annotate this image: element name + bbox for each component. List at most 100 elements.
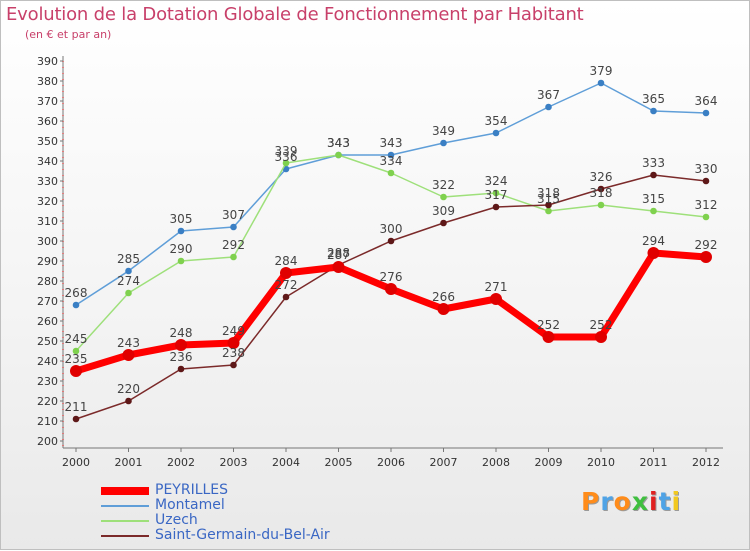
y-tick-label: 380 [37,75,58,88]
x-tick-label: 2009 [535,456,563,469]
data-label: 322 [432,178,455,192]
data-point [175,339,187,351]
y-tick-label: 260 [37,315,58,328]
data-label: 284 [275,254,298,268]
y-tick-label: 240 [37,355,58,368]
data-label: 243 [117,336,140,350]
data-point [125,397,132,405]
data-point [227,337,240,349]
y-tick-label: 250 [37,335,58,348]
data-point [702,109,710,117]
data-label: 318 [590,186,613,200]
data-point [597,79,605,87]
data-label: 312 [695,198,718,212]
data-label: 292 [695,238,718,252]
x-tick-label: 2002 [167,456,195,469]
logo-letter: i [671,487,682,516]
data-point [122,349,135,361]
data-point [492,189,500,197]
data-label: 365 [642,92,665,106]
data-label: 305 [170,212,193,226]
data-label: 349 [432,124,455,138]
data-label: 330 [695,162,718,176]
logo-letter: r [600,487,614,516]
y-tick-label: 330 [37,175,58,188]
data-label: 367 [537,88,560,102]
data-point [542,331,555,343]
legend-label: PEYRILLES [155,482,229,498]
data-label: 294 [642,234,665,248]
x-tick-label: 2012 [692,456,720,469]
data-point [72,415,80,423]
data-point [702,177,710,185]
legend-swatch [101,505,149,507]
data-label: 271 [485,280,508,294]
data-label: 290 [170,242,193,256]
data-label: 274 [117,274,140,288]
x-tick-label: 2005 [325,456,353,469]
data-point [387,151,395,159]
data-point [440,139,447,147]
data-label: 288 [327,246,350,260]
data-label: 252 [590,318,613,332]
x-tick-label: 2011 [640,456,668,469]
data-label: 318 [537,186,560,200]
data-point [545,103,552,111]
x-tick-label: 2000 [62,456,90,469]
data-point [647,247,660,259]
data-label: 268 [65,286,88,300]
proxiti-logo: Proxiti [581,487,681,516]
y-tick-label: 230 [37,375,58,388]
data-label: 315 [537,192,560,206]
data-label: 317 [485,188,508,202]
chart-subtitle: (en € et par an) [25,28,112,41]
y-tick-label: 320 [37,195,58,208]
data-point [177,257,185,265]
data-label: 354 [485,114,508,128]
data-label: 324 [485,174,508,188]
data-label: 343 [327,136,350,150]
data-point [440,193,447,201]
y-tick-label: 350 [37,135,58,148]
data-point [702,213,710,221]
x-tick-label: 2001 [115,456,143,469]
y-tick-label: 370 [37,95,58,108]
data-label: 272 [275,278,298,292]
data-label: 315 [642,192,665,206]
data-point [597,185,605,193]
data-point [125,267,132,275]
chart-title: Evolution de la Dotation Globale de Fonc… [6,4,584,25]
y-tick-label: 390 [37,55,58,68]
logo-letter: o [613,487,632,516]
data-label: 252 [537,318,560,332]
data-point [650,207,657,215]
data-point [440,219,447,227]
data-point [595,331,607,343]
y-tick-label: 220 [37,395,58,408]
data-point [335,151,342,159]
x-tick-label: 2003 [220,456,248,469]
logo-letter: i [649,487,659,516]
data-point [282,293,290,301]
data-point [387,237,395,245]
x-tick-label: 2004 [272,456,300,469]
data-label: 364 [695,94,718,108]
data-label: 276 [380,270,403,284]
data-label: 300 [380,222,403,236]
data-point [332,261,345,273]
data-label: 343 [327,136,350,150]
data-point [437,303,450,315]
x-tick-label: 2006 [377,456,405,469]
data-label: 245 [65,332,88,346]
data-point [177,227,185,235]
y-tick-label: 340 [37,155,58,168]
data-label: 287 [327,248,350,262]
data-label: 292 [222,238,245,252]
data-point [72,301,80,309]
logo-letter: x [631,487,649,516]
data-point [230,223,237,231]
data-point [230,253,237,261]
y-tick-label: 200 [37,435,58,448]
series-peyrilles [70,247,712,377]
data-label: 235 [65,352,88,366]
